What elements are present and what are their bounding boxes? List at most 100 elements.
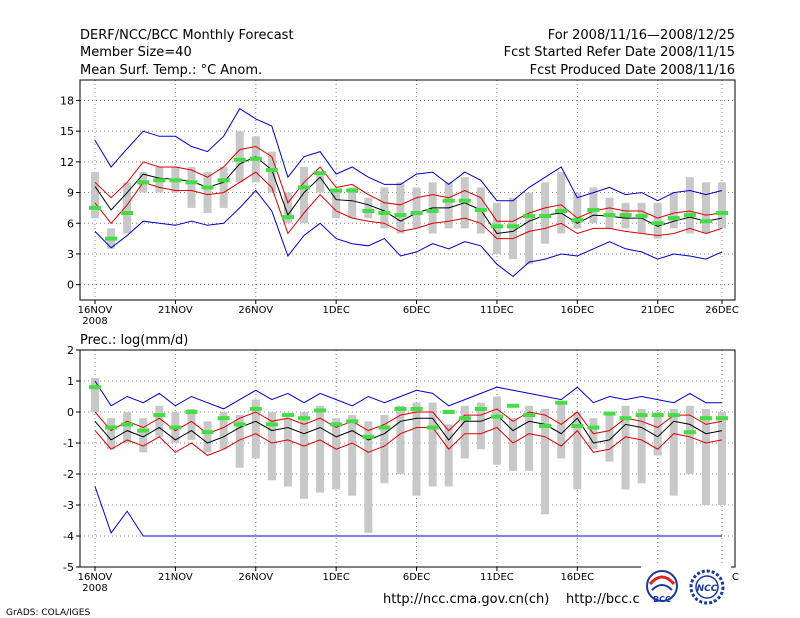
x-tick-label: 16NOV	[78, 572, 113, 583]
spread-bar	[589, 187, 598, 224]
observation-mark	[249, 156, 262, 161]
spread-bar	[235, 415, 244, 468]
observation-mark	[121, 211, 134, 216]
observation-mark	[330, 188, 343, 193]
observation-mark	[571, 423, 584, 428]
plot-frame	[79, 79, 736, 301]
observation-mark	[474, 207, 487, 212]
observation-mark	[699, 219, 712, 224]
observation-mark	[217, 416, 230, 421]
spread-bar	[283, 418, 292, 487]
spread-bar	[123, 182, 132, 234]
x-tick-label: 26NOV	[238, 305, 273, 316]
spread-bar	[509, 197, 517, 260]
observation-mark	[603, 213, 616, 218]
x-tick-sublabel: 2008	[82, 583, 107, 594]
observation-mark	[587, 207, 600, 212]
spread-bar	[187, 408, 196, 440]
observation-mark	[233, 157, 246, 162]
observation-mark	[314, 408, 327, 413]
spread-bar	[396, 182, 405, 234]
x-tick-label: 1DEC	[322, 305, 349, 316]
spread-bar	[701, 182, 710, 234]
series-line-lower	[94, 171, 723, 240]
spread-bar	[364, 197, 373, 219]
header-variable: Mean Surf. Temp.: °C Anom.	[80, 63, 262, 78]
observation-mark	[281, 215, 294, 220]
spread-bar	[669, 192, 678, 229]
observation-mark	[458, 416, 471, 421]
bcc-logo: BCC	[641, 566, 685, 610]
observation-mark	[378, 211, 391, 216]
observation-mark	[89, 385, 101, 390]
spread-bar	[669, 408, 678, 496]
header-started: Fcst Started Refer Date 2008/11/15	[504, 45, 735, 60]
spread-bar	[332, 192, 341, 219]
observation-mark	[105, 425, 118, 430]
header-produced: Fcst Produced Date 2008/11/16	[530, 63, 735, 78]
y-tick-label: 0	[67, 406, 74, 419]
observation-mark	[153, 413, 166, 418]
series-line-mean	[94, 414, 723, 444]
ncc-logo: NCC	[685, 566, 731, 610]
observation-mark	[539, 423, 552, 428]
observation-mark	[201, 430, 214, 435]
spread-bar	[283, 192, 292, 224]
x-tick-label: 16NOV	[78, 305, 113, 316]
observation-mark	[314, 171, 327, 176]
spread-bar	[637, 408, 646, 484]
y-tick-label: 1	[67, 375, 74, 388]
spread-bar	[605, 197, 614, 229]
y-tick-label: -5	[63, 561, 74, 574]
observation-mark	[298, 416, 310, 421]
spread-bar	[509, 418, 517, 471]
series-line-min	[94, 189, 723, 278]
spread-bar	[348, 415, 357, 496]
observation-mark	[265, 168, 278, 173]
series-line-max	[94, 108, 723, 202]
spread-bar	[444, 182, 453, 229]
spread-bar	[139, 418, 148, 453]
observation-mark	[185, 410, 198, 414]
grads-credit: GrADS: COLA/IGES	[6, 608, 90, 618]
observation-mark	[619, 213, 632, 218]
observation-mark	[716, 211, 728, 216]
ncc-logo-text: NCC	[697, 584, 718, 594]
plot-frame	[79, 349, 736, 568]
header-member-size: Member Size=40	[80, 45, 192, 60]
x-tick-label: 6DEC	[403, 305, 430, 316]
spread-bar	[348, 187, 357, 219]
spread-bar	[155, 405, 164, 437]
spread-bar	[605, 412, 614, 462]
observation-mark	[217, 178, 230, 183]
series-line-upper	[94, 408, 723, 435]
spread-bar	[316, 172, 325, 193]
observation-mark	[169, 178, 182, 183]
observation-mark	[330, 422, 343, 427]
observation-mark	[281, 413, 294, 418]
observation-mark	[426, 208, 439, 213]
observation-mark	[490, 414, 503, 419]
observation-mark	[667, 413, 680, 418]
spread-bar	[187, 166, 196, 208]
spread-bar	[718, 182, 726, 229]
spread-bar	[219, 166, 228, 208]
spread-bar	[428, 402, 437, 487]
observation-mark	[233, 422, 246, 427]
x-tick-label: 11DEC	[480, 572, 514, 583]
observation-mark	[651, 221, 664, 226]
series-line-mean	[94, 156, 723, 235]
observation-mark	[185, 180, 198, 185]
observation-mark	[169, 425, 182, 430]
observation-mark	[394, 213, 407, 218]
y-tick-label: 15	[60, 125, 74, 138]
spread-bar	[492, 202, 501, 254]
spread-bar	[203, 421, 212, 453]
y-tick-label: 3	[67, 248, 74, 261]
spread-bar	[380, 415, 389, 484]
y-tick-label: 2	[67, 344, 74, 357]
x-tick-sublabel: 2008	[82, 316, 107, 327]
observation-mark	[539, 214, 552, 219]
spread-bar	[444, 424, 453, 487]
